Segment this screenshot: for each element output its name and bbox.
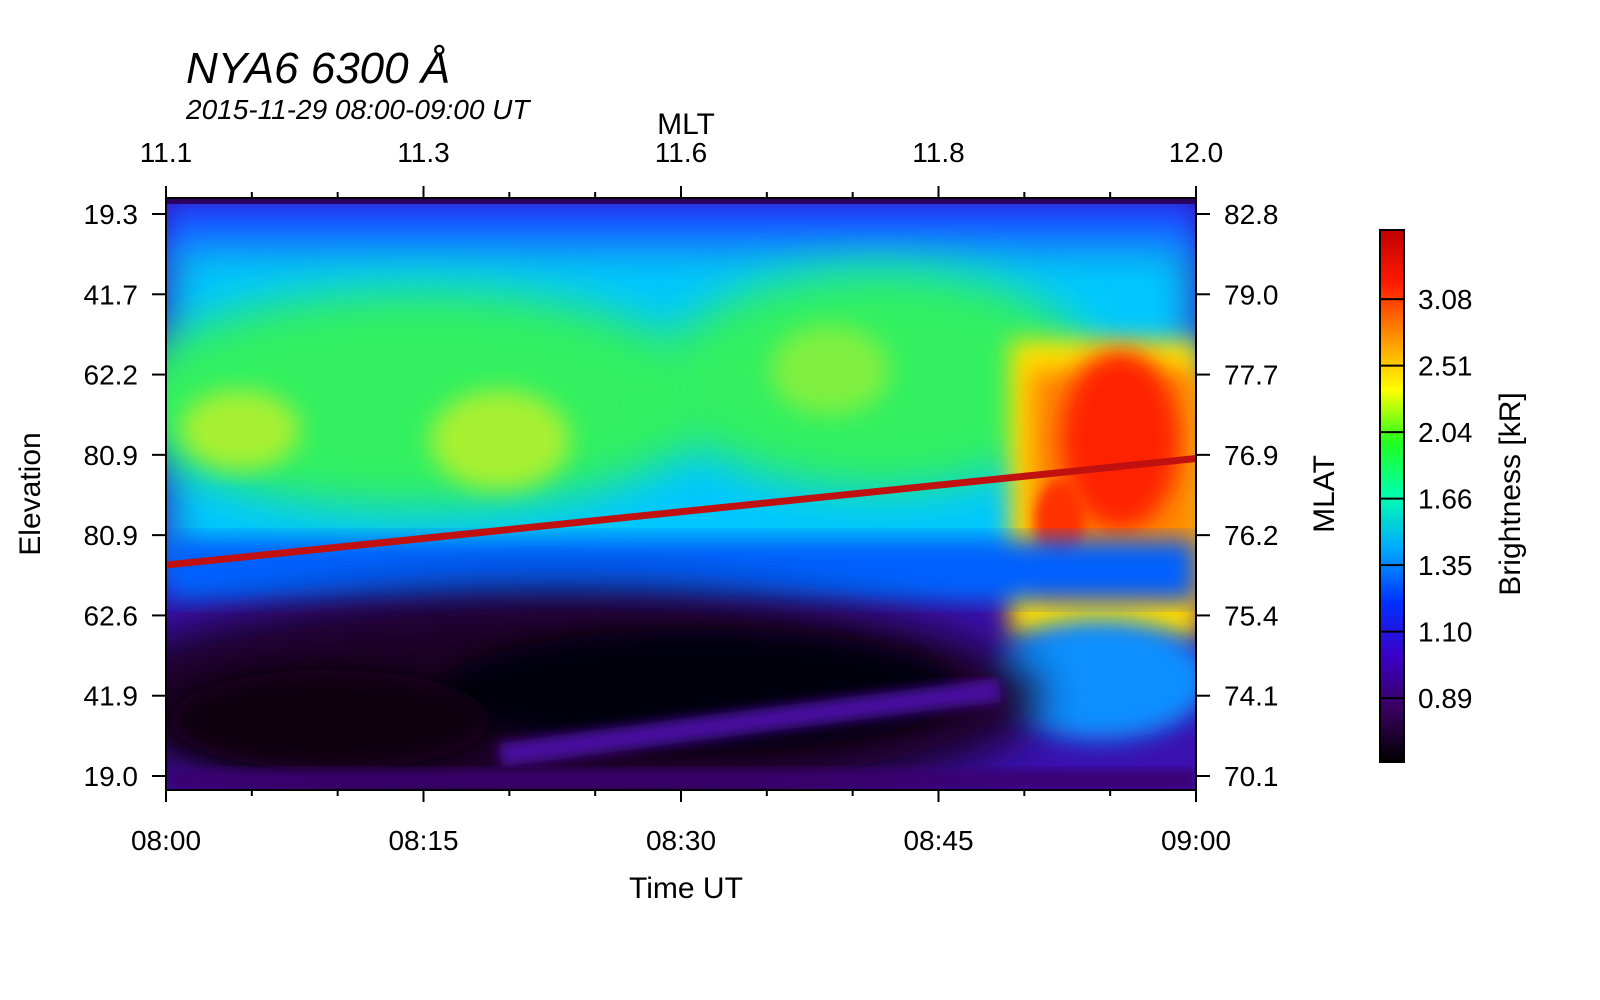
top-tick-label: 11.8: [912, 137, 964, 168]
right-tick-label: 77.7: [1224, 360, 1279, 391]
x-tick-label: 08:00: [131, 825, 201, 856]
x-tick-label: 09:00: [1161, 825, 1231, 856]
top-tick-label: 12.0: [1169, 137, 1224, 168]
right-tick-label: 75.4: [1224, 600, 1279, 631]
y-tick-label: 19.0: [84, 761, 139, 792]
colorbar-tick-label: 1.66: [1418, 484, 1473, 515]
colorbar-tick-label: 2.51: [1418, 351, 1473, 382]
x-axis-label: Time UT: [629, 872, 743, 905]
top-axis-label: MLT: [657, 108, 715, 141]
right-axis-label: MLAT: [1308, 455, 1341, 533]
y-tick-label: 41.7: [84, 279, 139, 310]
right-tick-label: 79.0: [1224, 279, 1279, 310]
y-tick-label: 80.9: [84, 520, 139, 551]
meridian-line: [166, 454, 1196, 569]
top-tick-label: 11.1: [140, 137, 192, 168]
time-axis: 08:00 08:15 08:30 08:45 09:00: [131, 790, 1231, 856]
y-tick-label: 62.6: [84, 600, 139, 631]
y-tick-label: 80.9: [84, 440, 139, 471]
mlt-axis: 11.1 11.3 11.6 11.8 12.0: [140, 137, 1224, 199]
right-tick-label: 70.1: [1224, 761, 1279, 792]
right-tick-label: 82.8: [1224, 199, 1279, 230]
chart-subtitle: 2015-11-29 08:00-09:00 UT: [186, 94, 530, 125]
right-tick-label: 76.2: [1224, 520, 1279, 551]
right-tick-label: 76.9: [1224, 440, 1279, 471]
x-tick-label: 08:30: [646, 825, 716, 856]
elevation-axis: 19.3 41.7 62.2 80.9 80.9 62.6 41.9 19.0: [84, 199, 166, 792]
colorbar-tick-label: 2.04: [1418, 417, 1473, 448]
y-axis-label: Elevation: [14, 432, 47, 555]
y-tick-label: 41.9: [84, 681, 139, 712]
x-tick-label: 08:45: [903, 825, 973, 856]
mlat-axis: 82.8 79.0 77.7 76.9 76.2 75.4 74.1 70.1: [1196, 199, 1279, 792]
top-tick-label: 11.6: [655, 137, 707, 168]
y-tick-label: 62.2: [84, 360, 139, 391]
brightness-heatmap: [166, 198, 1196, 790]
colorbar-tick-label: 1.35: [1418, 550, 1473, 581]
right-tick-label: 74.1: [1224, 681, 1279, 712]
chart-title: NYA6 6300 Å: [186, 44, 451, 93]
colorbar-tick-label: 3.08: [1418, 284, 1473, 315]
colorbar-tick-label: 1.10: [1418, 617, 1473, 648]
y-tick-label: 19.3: [84, 199, 139, 230]
colorbar-label: Brightness [kR]: [1494, 392, 1527, 595]
colorbar-ticks: 3.08 2.51 2.04 1.66 1.35 1.10 0.89: [1380, 284, 1473, 714]
colorbar: [1379, 229, 1405, 763]
colorbar-tick-label: 0.89: [1418, 683, 1473, 714]
top-tick-label: 11.3: [397, 137, 449, 168]
x-tick-label: 08:15: [388, 825, 458, 856]
